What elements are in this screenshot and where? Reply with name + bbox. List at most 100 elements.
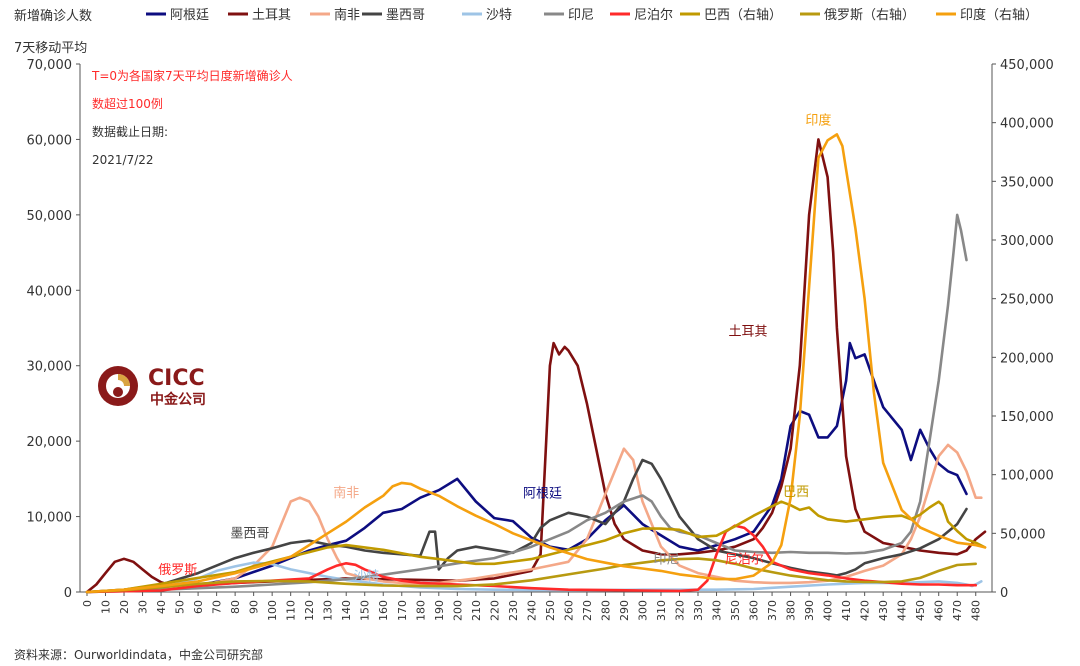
x-tick-label: 290	[618, 600, 631, 621]
right-tick-label: 50,000	[1000, 527, 1046, 542]
x-tick-label: 350	[729, 600, 742, 621]
series-inline-label: 沙特	[354, 570, 380, 585]
series-line-2	[85, 443, 983, 594]
x-tick-label: 170	[396, 600, 409, 621]
annotation-line: T=0为各国家7天平均日度新增确诊人	[91, 68, 293, 83]
series-line-8	[85, 557, 978, 594]
x-tick-label: 340	[711, 600, 724, 621]
x-tick-label: 270	[581, 600, 594, 621]
cicc-logo-en: CICC	[148, 366, 205, 391]
cicc-logo: CICC 中金公司	[98, 366, 206, 408]
series-line-5	[85, 213, 968, 594]
legend-label: 土耳其	[252, 8, 291, 23]
x-tick-label: 480	[970, 600, 983, 621]
x-tick-label: 40	[155, 600, 168, 614]
x-tick-label: 160	[377, 600, 390, 621]
x-tick-label: 50	[174, 600, 187, 614]
x-tick-label: 90	[248, 600, 261, 614]
right-tick-label: 400,000	[1000, 117, 1054, 132]
x-tick-label: 150	[359, 600, 372, 621]
left-tick-label: 20,000	[27, 435, 73, 450]
x-tick-label: 100	[266, 600, 279, 621]
x-tick-label: 210	[470, 600, 483, 621]
legend-label: 印度（右轴）	[960, 7, 1038, 23]
legend-label: 尼泊尔	[634, 8, 673, 23]
axes: 0 10,000 20,000 30,000 40,000 50,000 60,000 70,…	[27, 58, 1054, 621]
x-tick-label: 260	[562, 600, 575, 621]
series-inline-label: 巴西	[783, 485, 809, 500]
right-tick-label: 350,000	[1000, 175, 1054, 190]
x-tick-label: 390	[803, 600, 816, 621]
x-tick-label: 230	[507, 600, 520, 621]
right-tick-label: 150,000	[1000, 410, 1054, 425]
x-tick-label: 200	[451, 600, 464, 621]
right-tick-label: 250,000	[1000, 293, 1054, 308]
x-tick-label: 80	[229, 600, 242, 614]
series-inline-label: 南非	[333, 485, 359, 501]
x-tick-label: 10	[100, 600, 113, 614]
left-tick-label: 0	[64, 586, 72, 601]
x-tick-label: 30	[137, 600, 150, 614]
legend: 阿根廷 土耳其 南非 墨西哥 沙特 印尼 尼泊尔 巴西（右轴） 俄罗斯（右轴） 印度（右轴）	[146, 7, 1038, 23]
x-tick-label: 250	[544, 600, 557, 621]
x-tick-label: 470	[951, 600, 964, 621]
legend-label: 南非	[334, 7, 360, 23]
series-line-9	[85, 133, 987, 594]
annotation-line: 数据截止日期:	[92, 124, 168, 139]
x-tick-label: 460	[933, 600, 946, 621]
right-tick-label: 450,000	[1000, 58, 1054, 73]
left-tick-label: 40,000	[27, 284, 73, 299]
x-tick-label: 440	[896, 600, 909, 621]
x-tick-label: 300	[636, 600, 649, 621]
series-line-1	[85, 138, 987, 594]
right-tick-label: 100,000	[1000, 469, 1054, 484]
x-tick-label: 420	[859, 600, 872, 621]
right-tick-label: 0	[1000, 586, 1008, 601]
series-lines	[85, 133, 987, 594]
x-tick-label: 430	[877, 600, 890, 621]
x-tick-label: 310	[655, 600, 668, 621]
left-tick-label: 60,000	[27, 133, 73, 148]
series-line-0	[85, 341, 968, 594]
x-tick-label: 240	[525, 600, 538, 621]
x-tick-label: 140	[340, 600, 353, 621]
series-inline-label: 俄罗斯	[158, 563, 197, 578]
x-tick-label: 60	[192, 600, 205, 614]
right-tick-label: 300,000	[1000, 234, 1054, 249]
series-line-6	[85, 524, 978, 594]
x-tick-label: 20	[118, 600, 131, 614]
x-tick-label: 220	[488, 600, 501, 621]
series-line-4	[85, 561, 983, 594]
left-axis-title-line1: 新增确诊人数	[14, 8, 92, 24]
x-tick-label: 110	[285, 600, 298, 621]
series-inline-label: 墨西哥	[230, 527, 269, 542]
x-tick-label: 0	[81, 600, 94, 607]
x-tick-label: 190	[433, 600, 446, 621]
left-tick-label: 70,000	[27, 58, 73, 73]
cicc-logo-dot	[113, 387, 123, 397]
right-tick-label: 200,000	[1000, 351, 1054, 366]
annotation-line: 数超过100例	[92, 96, 163, 111]
source-note: 资料来源：Ourworldindata，中金公司研究部	[14, 647, 263, 662]
legend-label: 墨西哥	[386, 8, 425, 23]
series-inline-label: 土耳其	[728, 325, 767, 340]
series-line-3	[85, 458, 968, 594]
left-tick-label: 10,000	[27, 511, 73, 526]
x-tick-label: 370	[766, 600, 779, 621]
left-tick-label: 30,000	[27, 360, 73, 375]
series-inline-label: 阿根廷	[523, 487, 562, 502]
x-tick-label: 400	[822, 600, 835, 621]
legend-label: 印尼	[568, 8, 594, 23]
series-inline-label: 印尼	[654, 552, 680, 567]
x-tick-label: 450	[914, 600, 927, 621]
legend-label: 沙特	[486, 8, 512, 23]
left-tick-label: 50,000	[27, 209, 73, 224]
series-inline-label: 尼泊尔	[725, 552, 764, 567]
x-tick-label: 130	[322, 600, 335, 621]
legend-label: 巴西（右轴）	[704, 8, 782, 23]
x-tick-label: 410	[840, 600, 853, 621]
x-tick-label: 330	[692, 600, 705, 621]
